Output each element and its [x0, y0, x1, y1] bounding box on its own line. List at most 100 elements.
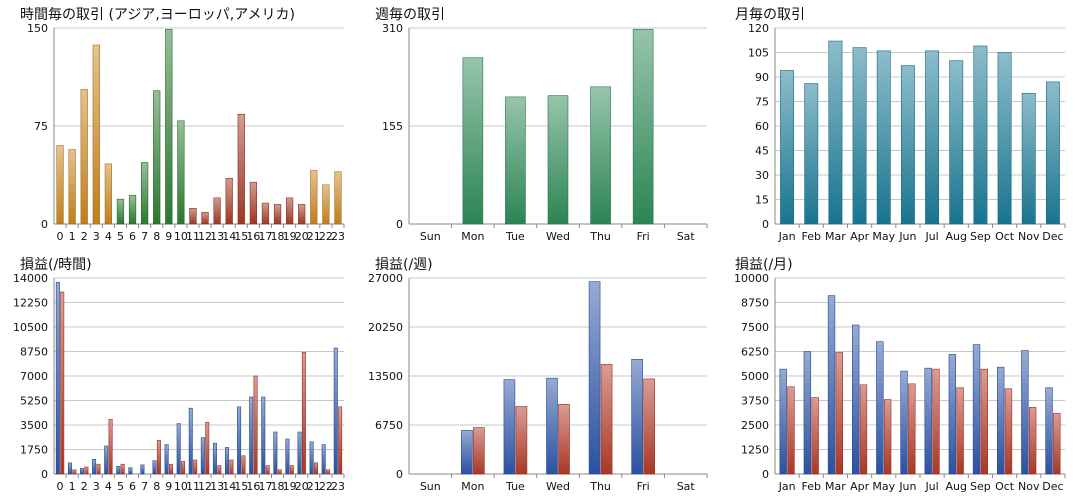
x-tick-label: Sat: [677, 230, 696, 243]
bar-series0-Nov: [1021, 350, 1029, 475]
bar-series0-22: [321, 444, 326, 475]
bar-Fri: [632, 28, 654, 225]
chart-svg: 0 1250 2500 3750 5000 6250 7500 8750 10000 Jan Feb…: [734, 272, 1066, 493]
x-tick-label: Nov: [1018, 230, 1040, 243]
bar-Jun: [900, 65, 915, 225]
bar-series1-12: [205, 421, 210, 475]
bar-series1-Feb: [811, 397, 819, 475]
chart-title: 週毎の取引: [375, 7, 445, 23]
chart-panel-weekly-pnl: 損益(/週) 0 6750 13500 20250 27000 Sun Mon Tue Wed T…: [368, 254, 710, 494]
bar-series1-Tue: [515, 406, 528, 475]
y-tick-label: 30: [755, 169, 769, 182]
y-tick-label: 120: [748, 22, 769, 35]
bar-series0-14: [225, 447, 230, 475]
x-tick-label: 1: [69, 230, 76, 243]
y-tick-label: 3500: [20, 419, 48, 432]
bar-6: [128, 194, 137, 225]
bar-series0-Tue: [503, 379, 516, 475]
bar-series1-Mar: [835, 352, 843, 475]
bar-series1-May: [883, 399, 892, 475]
x-tick-label: Sep: [970, 230, 991, 243]
bar-series1-Jan: [787, 386, 795, 475]
x-tick-label: Thu: [589, 230, 611, 243]
bar-series0-12: [200, 437, 205, 475]
bar-18: [273, 204, 282, 225]
bar-series0-21: [309, 441, 314, 475]
bar-Jan: [780, 70, 795, 225]
y-tick-label: 45: [755, 145, 769, 158]
bar-1: [68, 149, 76, 225]
bar-17: [261, 202, 270, 225]
x-tick-label: 13: [210, 230, 224, 243]
x-tick-label: 7: [141, 230, 148, 243]
x-tick-label: 2: [81, 230, 88, 243]
bar-3: [92, 44, 100, 225]
x-tick-label: Dec: [1042, 480, 1063, 493]
x-tick-label: 8: [153, 230, 160, 243]
y-tick-label: 10500: [13, 321, 48, 334]
y-tick-label: 310: [382, 22, 403, 35]
bar-series1-2: [84, 466, 89, 475]
y-tick-label: 27000: [368, 272, 403, 285]
bar-series0-May: [876, 341, 884, 475]
bar-series0-8: [152, 460, 157, 475]
bar-Nov: [1021, 93, 1036, 225]
x-tick-label: Aug: [946, 230, 967, 243]
y-tick-label: 1750: [20, 444, 48, 457]
x-tick-label: Fri: [637, 480, 650, 493]
y-tick-label: 0: [762, 468, 769, 481]
bar-series0-23: [333, 347, 338, 475]
chart-title: 損益(/月): [735, 257, 793, 273]
x-tick-label: 9: [165, 230, 172, 243]
x-tick-label: 21: [307, 230, 321, 243]
bar-series1-0: [60, 291, 65, 475]
bar-series1-Aug: [956, 387, 964, 475]
bar-4: [104, 163, 112, 225]
bar-Mon: [462, 57, 484, 225]
x-tick-label: 7: [141, 480, 148, 493]
bar-Wed: [547, 95, 569, 225]
bar-14: [225, 177, 233, 225]
x-tick-label: 9: [165, 480, 172, 493]
x-tick-label: 15: [234, 480, 248, 493]
y-tick-label: 6250: [741, 346, 769, 359]
y-tick-label: 7500: [741, 321, 769, 334]
bar-series1-17: [265, 465, 270, 475]
x-tick-label: 23: [331, 480, 345, 493]
x-tick-label: Sun: [420, 480, 441, 493]
y-tick-label: 75: [34, 120, 48, 133]
bar-Aug: [949, 60, 964, 225]
bar-series0-5: [116, 466, 121, 475]
x-tick-label: 0: [57, 230, 64, 243]
x-tick-label: 11: [186, 230, 200, 243]
bar-series0-3: [92, 459, 97, 475]
bar-series1-5: [120, 463, 125, 475]
bar-Dec: [1045, 81, 1060, 225]
bar-12: [201, 211, 209, 225]
y-tick-label: 105: [748, 47, 769, 60]
bar-series1-Jun: [908, 383, 916, 475]
x-tick-label: 23: [331, 230, 345, 243]
x-tick-label: Feb: [802, 230, 821, 243]
y-tick-label: 0: [762, 218, 769, 231]
x-tick-label: 12: [198, 230, 212, 243]
x-tick-label: 14: [222, 230, 236, 243]
bar-series0-7: [140, 464, 145, 475]
bar-series0-Mar: [827, 295, 836, 475]
bar-May: [876, 50, 891, 225]
x-tick-label: Jan: [778, 480, 796, 493]
bar-series0-10: [176, 423, 181, 475]
bar-Feb: [804, 83, 819, 225]
y-tick-label: 7000: [20, 370, 48, 383]
bar-series1-16: [253, 375, 258, 475]
x-tick-label: 4: [105, 480, 112, 493]
y-tick-label: 13500: [368, 370, 403, 383]
y-tick-label: 0: [41, 218, 48, 231]
bar-series0-9: [164, 444, 169, 475]
bar-series1-20: [301, 351, 306, 475]
bar-series0-Jun: [900, 370, 908, 475]
bar-series1-3: [96, 463, 101, 475]
x-tick-label: 22: [319, 480, 333, 493]
